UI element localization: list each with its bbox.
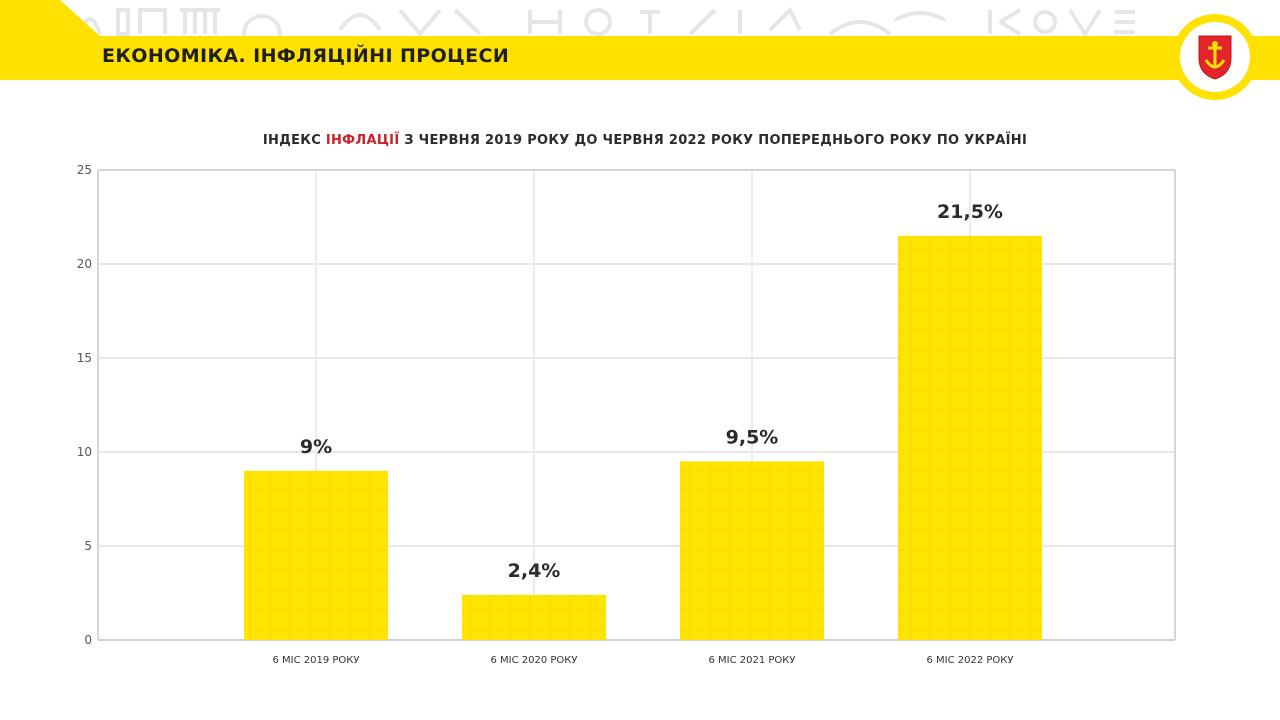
chart-title: ІНДЕКС ІНФЛАЦІЇ З ЧЕРВНЯ 2019 РОКУ ДО ЧЕ… [0,133,1280,148]
chart-title-part-3: З ЧЕРВНЯ 2019 РОКУ ДО ЧЕРВНЯ 2022 РОКУ П… [399,133,1028,148]
x-category-label: 6 МІС 2020 РОКУ [490,655,577,666]
bar [680,461,824,640]
bar-value-label: 9,5% [726,426,779,448]
x-category-label: 6 МІС 2019 РОКУ [272,655,359,666]
y-tick-label: 0 [84,633,92,647]
y-tick-label: 5 [84,539,92,553]
coat-of-arms-icon [1198,35,1232,80]
bar [898,235,1042,641]
header-band [0,36,1280,80]
y-tick-label: 25 [77,163,92,177]
decorative-pattern-strip [0,0,1280,38]
y-tick-label: 15 [77,351,92,365]
bar-value-label: 9% [300,436,332,458]
y-tick-label: 20 [77,257,92,271]
y-tick-label: 10 [77,445,92,459]
chart-title-part-1: ІНДЕКС [262,133,326,148]
city-emblem [1172,14,1258,100]
chart-title-highlight: ІНФЛАЦІЇ [325,133,400,148]
bar-value-label: 21,5% [937,201,1003,223]
bar [462,594,606,640]
page-title: ЕКОНОМІКА. ІНФЛЯЦІЙНІ ПРОЦЕСИ [102,45,510,67]
x-category-label: 6 МІС 2021 РОКУ [708,655,795,666]
bar-value-label: 2,4% [508,560,561,582]
bar [244,470,388,640]
x-category-label: 6 МІС 2022 РОКУ [926,655,1013,666]
header-corner-accent [0,0,100,80]
